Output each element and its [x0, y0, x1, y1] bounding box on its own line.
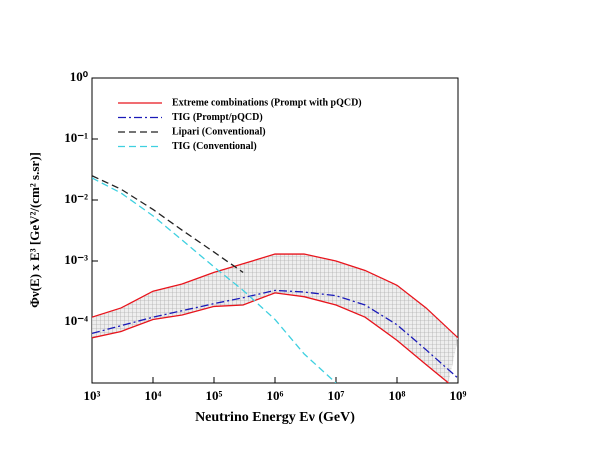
x-axis-label: Neutrino Energy Eν (GeV) — [195, 410, 355, 425]
x-tick-label: 10⁸ — [389, 388, 406, 403]
series-line — [92, 175, 244, 273]
y-tick-label: 10⁻¹ — [64, 130, 88, 145]
x-tick-label: 10⁵ — [206, 388, 223, 403]
plot-area — [92, 175, 458, 383]
series-line — [92, 177, 337, 383]
x-tick-label: 10⁷ — [328, 388, 345, 403]
y-tick-label: 10⁻² — [64, 191, 88, 206]
y-tick-label: 10⁻⁴ — [64, 313, 88, 328]
x-tick-label: 10³ — [84, 388, 101, 403]
band — [92, 254, 458, 383]
y-axis-label: Φν(E) x E³ [GeV²/(cm² s.sr)] — [27, 152, 42, 308]
x-tick-label: 10⁶ — [267, 388, 284, 403]
legend-label: TIG (Conventional) — [172, 141, 257, 152]
legend-label: TIG (Prompt/pQCD) — [172, 112, 263, 123]
legend-label: Lipari (Conventional) — [172, 126, 266, 137]
y-tick-label: 10⁻³ — [64, 252, 88, 267]
series-line — [92, 292, 449, 383]
y-tick-label: 10⁰ — [70, 69, 89, 84]
x-tick-label: 10⁹ — [450, 388, 467, 403]
series-line — [92, 253, 458, 339]
legend-label: Extreme combinations (Prompt with pQCD) — [172, 97, 362, 108]
x-tick-label: 10⁴ — [145, 388, 162, 403]
